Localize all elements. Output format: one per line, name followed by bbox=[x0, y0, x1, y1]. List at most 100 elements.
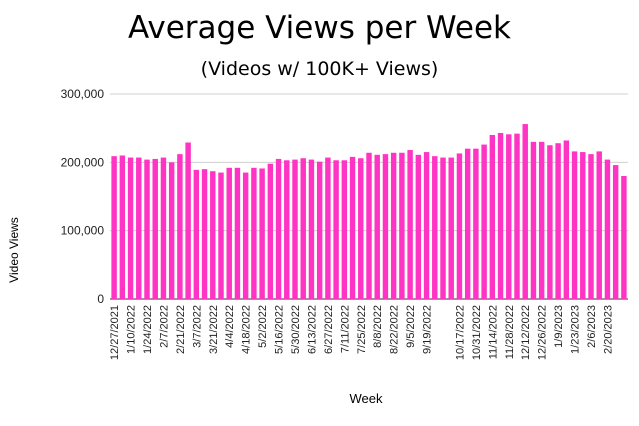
bar bbox=[168, 162, 175, 299]
bar bbox=[308, 159, 315, 299]
y-tick-labels: 0 100,000 200,000 300,000 bbox=[61, 87, 105, 306]
x-tick-label: 5/30/2022 bbox=[290, 305, 302, 354]
bar bbox=[473, 148, 479, 299]
x-tick-label: 6/27/2022 bbox=[323, 305, 335, 354]
x-tick-labels: 12/27/2021 1/10/2022 1/24/2022 2/7/2022 2/21… bbox=[109, 305, 614, 360]
bar bbox=[423, 152, 430, 299]
bar bbox=[185, 142, 191, 299]
bar bbox=[366, 152, 372, 299]
bar bbox=[259, 168, 265, 299]
bar bbox=[571, 151, 578, 299]
y-tick-label: 100,000 bbox=[61, 224, 105, 238]
bar bbox=[538, 141, 545, 299]
x-tick-label: 5/16/2022 bbox=[274, 305, 286, 354]
x-tick-label: 1/23/2023 bbox=[570, 305, 582, 354]
bar bbox=[530, 141, 537, 299]
bar bbox=[415, 154, 422, 299]
bar bbox=[267, 163, 274, 299]
bar bbox=[399, 152, 405, 299]
bar bbox=[144, 159, 150, 299]
x-tick-label: 9/5/2022 bbox=[405, 305, 417, 348]
x-tick-label: 12/27/2021 bbox=[109, 305, 121, 360]
bar bbox=[382, 154, 389, 299]
bar bbox=[325, 157, 331, 299]
x-tick-label: 2/21/2022 bbox=[175, 305, 187, 354]
x-tick-label: 4/18/2022 bbox=[241, 305, 253, 354]
x-tick-label: 10/31/2022 bbox=[471, 305, 483, 360]
bar bbox=[136, 157, 142, 299]
bar bbox=[506, 134, 512, 299]
bar bbox=[432, 156, 438, 299]
bar bbox=[612, 165, 619, 299]
x-tick-label: 4/4/2022 bbox=[224, 305, 236, 348]
bar bbox=[374, 154, 380, 299]
bar bbox=[358, 158, 364, 299]
bar bbox=[563, 140, 570, 299]
x-tick-label: 7/11/2022 bbox=[339, 305, 351, 353]
x-tick-label: 8/8/2022 bbox=[372, 305, 384, 348]
bar bbox=[621, 176, 627, 299]
bar bbox=[292, 159, 298, 299]
x-tick-label: 8/22/2022 bbox=[389, 305, 401, 354]
y-tick-label: 300,000 bbox=[61, 87, 105, 101]
bar bbox=[596, 151, 602, 299]
bar bbox=[448, 157, 454, 299]
bars bbox=[111, 124, 627, 299]
bar bbox=[210, 171, 216, 299]
bar bbox=[275, 158, 282, 299]
bar bbox=[588, 154, 594, 299]
x-tick-label: 12/26/2022 bbox=[537, 305, 549, 360]
bar bbox=[407, 150, 413, 299]
bar bbox=[464, 148, 471, 299]
bar bbox=[481, 144, 487, 299]
x-tick-label: 1/9/2023 bbox=[553, 305, 565, 348]
x-tick-label: 2/7/2022 bbox=[158, 305, 170, 348]
bar bbox=[456, 153, 463, 299]
x-tick-label: 9/19/2022 bbox=[422, 305, 434, 354]
bar bbox=[497, 132, 504, 299]
bar bbox=[177, 154, 183, 299]
bar bbox=[547, 145, 553, 299]
x-tick-label: 1/24/2022 bbox=[142, 305, 154, 354]
bar bbox=[284, 160, 290, 299]
bar bbox=[251, 167, 257, 299]
x-tick-label: 3/7/2022 bbox=[191, 305, 203, 348]
bar bbox=[119, 155, 126, 299]
bar bbox=[242, 172, 249, 299]
x-tick-label: 10/17/2022 bbox=[454, 305, 466, 360]
bar bbox=[489, 135, 496, 299]
bar bbox=[300, 158, 306, 299]
bar bbox=[160, 157, 167, 299]
bar bbox=[333, 160, 339, 299]
bar bbox=[522, 124, 528, 299]
x-tick-label: 1/10/2022 bbox=[126, 305, 138, 354]
bar bbox=[201, 169, 208, 299]
bar bbox=[226, 167, 232, 299]
bar bbox=[193, 169, 200, 299]
bar bbox=[111, 156, 117, 299]
x-tick-label: 11/28/2022 bbox=[504, 305, 516, 359]
y-tick-label: 0 bbox=[97, 292, 104, 306]
x-tick-label: 5/2/2022 bbox=[257, 305, 269, 348]
x-axis-label: Week bbox=[349, 391, 383, 406]
bar bbox=[349, 156, 356, 299]
bar bbox=[514, 133, 520, 299]
x-tick-label: 7/25/2022 bbox=[356, 305, 368, 354]
x-tick-label: 3/21/2022 bbox=[208, 305, 220, 354]
x-tick-label: 12/12/2022 bbox=[520, 305, 532, 360]
bar bbox=[555, 143, 561, 299]
bar bbox=[604, 159, 611, 299]
y-tick-label: 200,000 bbox=[61, 155, 105, 169]
x-tick-label: 11/14/2022 bbox=[487, 305, 499, 359]
x-tick-label: 2/6/2023 bbox=[586, 305, 598, 348]
x-tick-label: 6/13/2022 bbox=[306, 305, 318, 354]
bar bbox=[390, 152, 397, 299]
bar bbox=[218, 172, 224, 299]
chart-subtitle: (Videos w/ 100K+ Views) bbox=[200, 58, 439, 80]
bar bbox=[152, 158, 158, 299]
bar bbox=[341, 160, 348, 299]
chart-title: Average Views per Week bbox=[127, 10, 511, 46]
bar bbox=[440, 157, 446, 299]
bar bbox=[316, 161, 323, 299]
